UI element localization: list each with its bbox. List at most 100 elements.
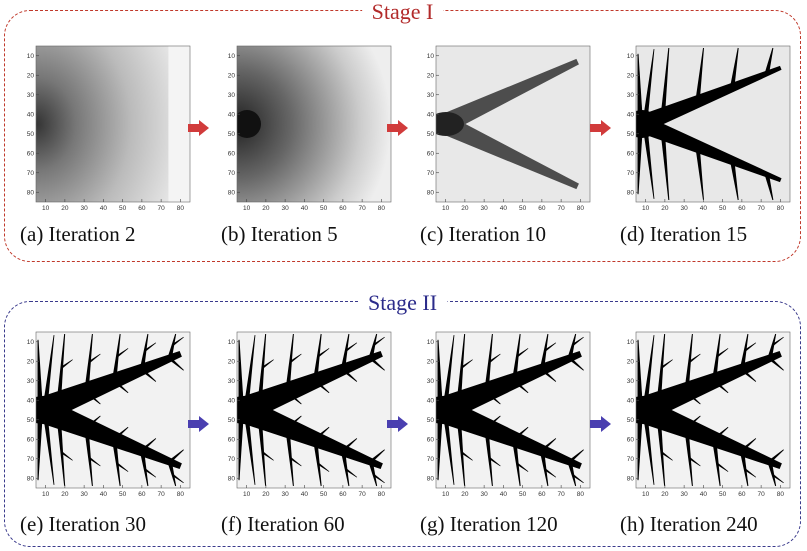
- side-branch: [140, 368, 157, 382]
- y-tick-label: 60: [228, 436, 236, 443]
- side-branch: [572, 473, 584, 484]
- arrow-right-icon: [387, 120, 408, 136]
- caption-f: (f) Iteration 60: [221, 512, 345, 536]
- side-branch: [340, 450, 350, 487]
- root-node: [436, 112, 464, 136]
- side-branch: [437, 339, 443, 403]
- side-branch: [637, 339, 643, 403]
- y-tick-label: 10: [228, 339, 236, 346]
- main-branch: [439, 114, 579, 190]
- plot-b: 10 20 30 40 50 60 70 80 10 20 30 40 50 60 70 80: [228, 45, 392, 212]
- x-tick-label: 80: [177, 491, 185, 498]
- main-branch: [37, 397, 182, 469]
- panel-e: 10 20 30 40 50 60 70 80 10 20 30 40 50 60 70 80: [20, 330, 196, 502]
- stage-1-frame: Stage I: [4, 0, 801, 262]
- y-tick-label: 80: [27, 475, 35, 482]
- x-tick-label: 30: [481, 205, 489, 212]
- y-tick-label: 40: [228, 111, 236, 118]
- side-branch: [516, 348, 529, 358]
- side-branch: [139, 333, 149, 370]
- x-tick-label: 20: [661, 491, 669, 498]
- x-tick-label: 70: [158, 205, 166, 212]
- x-tick-label: 40: [100, 491, 108, 498]
- side-branch: [167, 461, 177, 487]
- x-tick-label: 20: [262, 205, 270, 212]
- side-branch: [314, 426, 330, 441]
- side-branch: [688, 457, 701, 467]
- x-tick-label: 20: [661, 205, 669, 212]
- plot-a: 10 20 30 40 50 60 70 80 10 20 30 40 50 60 70 80: [27, 45, 191, 212]
- root-node: [237, 110, 261, 138]
- x-tick-label: 70: [558, 491, 566, 498]
- side-branch: [684, 427, 693, 487]
- side-branch: [568, 449, 584, 463]
- root-node: [636, 110, 658, 138]
- side-branch: [314, 379, 330, 394]
- side-branch: [244, 335, 256, 401]
- y-tick-label: 20: [627, 358, 635, 365]
- side-branch: [661, 359, 673, 369]
- side-branch: [116, 462, 129, 472]
- side-branch: [85, 390, 101, 405]
- root-node: [436, 396, 458, 424]
- density-field: [36, 46, 169, 202]
- x-tick-label: 10: [243, 205, 251, 212]
- side-branch: [238, 339, 244, 403]
- density-field: [237, 46, 391, 202]
- x-tick-label: 10: [243, 491, 251, 498]
- side-branch: [340, 333, 350, 370]
- y-tick-label: 70: [627, 456, 635, 463]
- y-tick-label: 70: [27, 456, 35, 463]
- side-branch: [772, 336, 784, 347]
- x-tick-label: 20: [461, 491, 469, 498]
- x-tick-label: 60: [339, 205, 347, 212]
- y-tick-label: 60: [27, 436, 35, 443]
- x-tick-label: 20: [61, 205, 69, 212]
- main-branch: [437, 351, 582, 423]
- side-branch: [643, 133, 655, 199]
- x-tick-label: 50: [320, 205, 328, 212]
- plot-frame: [435, 331, 591, 489]
- side-branch: [144, 342, 157, 352]
- y-tick-label: 30: [27, 378, 35, 385]
- x-tick-label: 80: [577, 205, 585, 212]
- y-tick-label: 50: [228, 417, 236, 424]
- side-branch: [456, 333, 466, 404]
- x-tick-label: 20: [61, 491, 69, 498]
- side-branch: [685, 390, 701, 405]
- x-tick-label: 50: [119, 205, 127, 212]
- side-branch: [695, 47, 705, 102]
- y-tick-label: 80: [427, 475, 435, 482]
- y-tick-label: 50: [627, 417, 635, 424]
- side-branch: [643, 49, 655, 115]
- y-tick-label: 80: [627, 189, 635, 196]
- root-node: [36, 396, 58, 424]
- side-branch: [37, 339, 43, 403]
- plot-frame: [236, 331, 392, 489]
- side-branch: [461, 451, 473, 461]
- y-tick-label: 30: [627, 92, 635, 99]
- side-branch: [257, 333, 267, 404]
- side-branch: [443, 335, 455, 401]
- side-branch: [437, 417, 443, 481]
- side-branch: [369, 357, 385, 371]
- y-tick-label: 60: [427, 436, 435, 443]
- side-branch: [238, 417, 244, 481]
- side-branch: [713, 426, 729, 441]
- x-tick-label: 70: [359, 491, 367, 498]
- side-branch: [488, 457, 501, 467]
- side-branch: [61, 359, 73, 369]
- y-tick-label: 20: [627, 72, 635, 79]
- branch-network: [636, 333, 784, 487]
- side-branch: [713, 379, 729, 394]
- side-branch: [772, 473, 784, 484]
- y-tick-label: 40: [228, 397, 236, 404]
- plot-e: 10 20 30 40 50 60 70 80 10 20 30 40 50 60 70 80: [27, 331, 191, 498]
- side-branch: [345, 342, 358, 352]
- side-branch: [744, 468, 757, 478]
- side-branch: [657, 402, 673, 416]
- branch-network: [237, 333, 385, 487]
- y-tick-label: 30: [228, 92, 236, 99]
- y-tick-label: 80: [627, 475, 635, 482]
- y-tick-label: 40: [427, 397, 435, 404]
